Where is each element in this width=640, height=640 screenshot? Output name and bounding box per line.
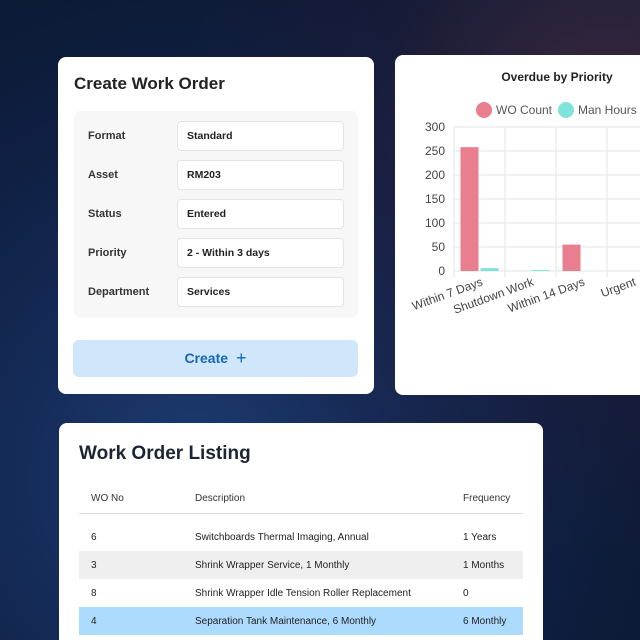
work-order-listing-card: Work Order Listing WO No Description Fre…: [59, 423, 543, 640]
work-order-form: Format Standard Asset RM203 Status Enter…: [74, 111, 358, 317]
y-tick-label: 250: [425, 144, 445, 158]
priority-label: Priority: [88, 247, 127, 259]
y-tick-label: 300: [425, 120, 445, 134]
column-header-description[interactable]: Description: [195, 493, 246, 504]
asset-field[interactable]: RM203: [177, 160, 344, 190]
wo-no-cell: 8: [91, 588, 97, 599]
legend-swatch-1: [558, 102, 574, 118]
legend-label-0: WO Count: [496, 103, 553, 117]
y-tick-label: 200: [425, 168, 445, 182]
column-header-wo-no[interactable]: WO No: [91, 493, 124, 504]
overdue-chart: Overdue by Priority WO Count Man Hours 300 2…: [410, 70, 640, 317]
asset-label: Asset: [88, 169, 118, 181]
priority-field[interactable]: 2 - Within 3 days: [177, 238, 344, 268]
create-button-label: Create: [184, 350, 229, 366]
format-label: Format: [88, 130, 126, 142]
frequency-cell: 0: [463, 588, 469, 599]
frequency-cell: 1 Years: [463, 532, 497, 543]
priority-row: Priority 2 - Within 3 days: [74, 238, 358, 270]
table-row[interactable]: 6 Switchboards Thermal Imaging, Annual 1…: [79, 523, 523, 551]
frequency-cell: 1 Months: [463, 560, 505, 571]
bar-man-hours: [480, 268, 499, 271]
column-header-frequency[interactable]: Frequency: [463, 493, 511, 504]
overdue-chart-card: Overdue by Priority WO Count Man Hours 300 2…: [395, 55, 640, 395]
format-field[interactable]: Standard: [177, 121, 344, 151]
legend-label-1: Man Hours: [578, 103, 637, 117]
x-tick-label: Urgent: [599, 274, 638, 300]
legend-swatch-0: [476, 102, 492, 118]
create-work-order-title: Create Work Order: [74, 74, 225, 93]
wo-no-cell: 6: [91, 532, 97, 543]
status-row: Status Entered: [74, 199, 358, 231]
bar-wo-count: [562, 244, 581, 271]
format-row: Format Standard: [74, 121, 358, 153]
table-header: WO No Description Frequency: [79, 488, 523, 514]
y-tick-label: 50: [432, 240, 446, 254]
create-button[interactable]: Create +: [73, 340, 358, 377]
table-row[interactable]: 8 Shrink Wrapper Idle Tension Roller Rep…: [79, 579, 523, 607]
bar-man-hours: [531, 270, 550, 271]
description-cell: Switchboards Thermal Imaging, Annual: [195, 532, 369, 543]
description-cell: Separation Tank Maintenance, 6 Monthly: [195, 616, 377, 627]
y-tick-label: 100: [425, 216, 445, 230]
create-work-order-card: Create Work Order Format Standard Asset …: [58, 57, 374, 394]
description-cell: Shrink Wrapper Service, 1 Monthly: [195, 560, 350, 571]
bar-wo-count: [460, 147, 479, 271]
asset-row: Asset RM203: [74, 160, 358, 192]
y-tick-label: 0: [438, 264, 445, 278]
department-field[interactable]: Services: [177, 277, 344, 307]
plus-icon: +: [236, 348, 247, 368]
chart-title: Overdue by Priority: [501, 70, 613, 84]
frequency-cell: 6 Monthly: [463, 616, 507, 627]
work-order-listing-title: Work Order Listing: [79, 443, 251, 464]
department-label: Department: [88, 286, 150, 298]
wo-no-cell: 3: [91, 560, 97, 571]
table-row[interactable]: 3 Shrink Wrapper Service, 1 Monthly 1 Mo…: [79, 551, 523, 579]
y-tick-label: 150: [425, 192, 445, 206]
department-row: Department Services: [74, 277, 358, 309]
description-cell: Shrink Wrapper Idle Tension Roller Repla…: [195, 588, 411, 599]
wo-no-cell: 4: [91, 616, 97, 627]
status-field[interactable]: Entered: [177, 199, 344, 229]
status-label: Status: [88, 208, 122, 220]
table-row-selected[interactable]: 4 Separation Tank Maintenance, 6 Monthly…: [79, 607, 523, 635]
